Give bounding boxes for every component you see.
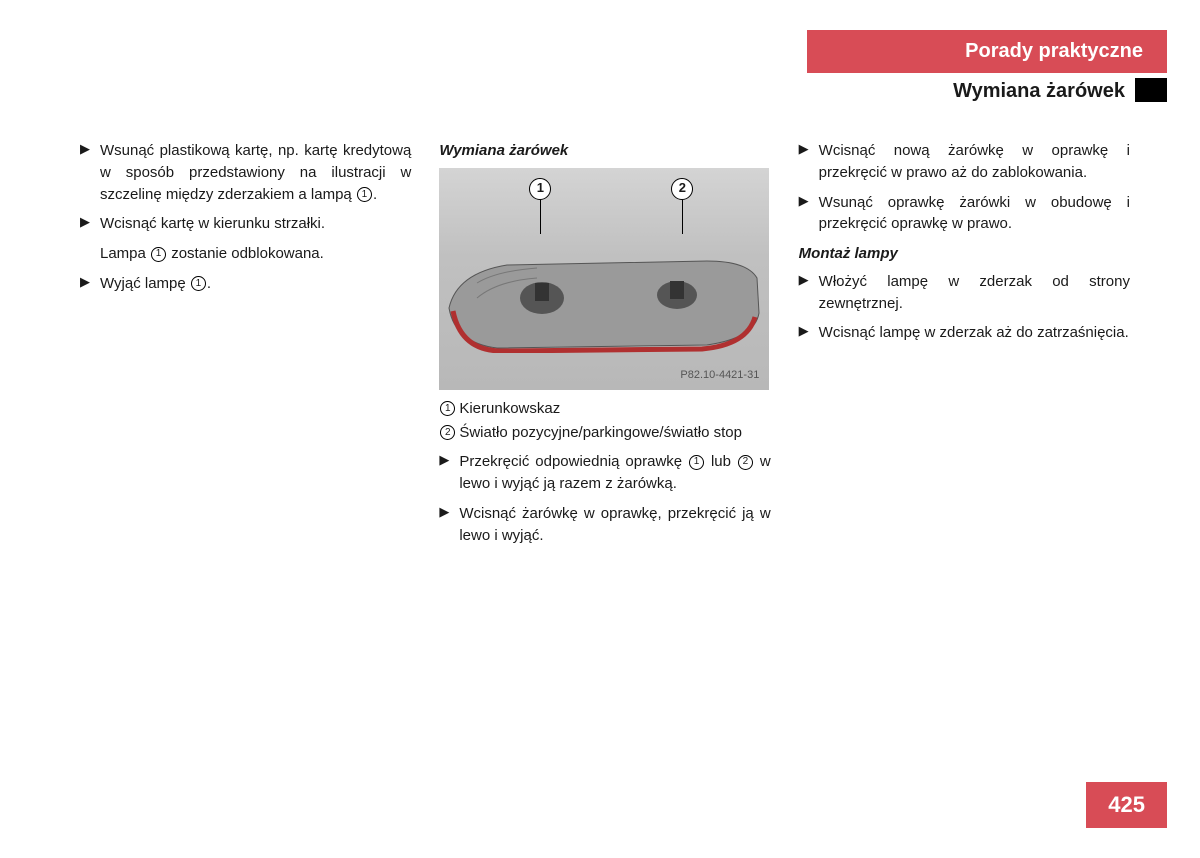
figure-callout: 2 — [671, 178, 693, 234]
instruction-text: Wcisnąć żarówkę w oprawkę, przekręcić ją… — [459, 503, 770, 547]
subsection-heading: Wymiana żarówek — [439, 140, 770, 162]
subsection-heading: Montaż lampy — [799, 243, 1130, 265]
legend-text: Światło pozycyjne/parkingowe/światło sto… — [459, 422, 742, 444]
instruction-text: Przekręcić odpowiednią oprawkę 1 lub 2 w… — [459, 451, 770, 495]
column-right: ▶ Wcisnąć nową żarówkę w oprawkę i przek… — [799, 140, 1130, 554]
bullet-arrow-icon: ▶ — [80, 273, 100, 295]
text-part: Wyjąć lampę — [100, 275, 190, 292]
instruction-step: ▶ Wcisnąć lampę w zderzak aż do zatrzaśn… — [799, 322, 1130, 344]
lamp-illustration — [447, 253, 761, 353]
technical-figure: 1 2 P82.10-4421-31 — [439, 168, 769, 390]
instruction-step: ▶ Przekręcić odpowiednią oprawkę 1 lub 2… — [439, 451, 770, 495]
instruction-step: ▶ Wsunąć oprawkę żarówki w obudowę i prz… — [799, 192, 1130, 236]
chapter-banner: Porady praktyczne — [807, 30, 1167, 73]
page-tab-marker — [1135, 78, 1167, 102]
column-middle: Wymiana żarówek 1 2 — [439, 140, 770, 554]
callout-ref-icon: 1 — [440, 401, 455, 416]
callout-ref-icon: 2 — [738, 455, 753, 470]
bullet-arrow-icon: ▶ — [799, 322, 819, 344]
instruction-step: ▶ Wyjąć lampę 1. — [80, 273, 411, 295]
figure-legend-item: 2 Światło pozycyjne/parkingowe/światło s… — [439, 422, 770, 444]
callout-number-icon: 2 — [671, 178, 693, 200]
legend-text: Kierunkowskaz — [459, 398, 560, 420]
instruction-step: ▶ Wcisnąć nową żarówkę w oprawkę i przek… — [799, 140, 1130, 184]
text-part: . — [373, 186, 377, 203]
callout-line — [540, 200, 542, 234]
column-left: ▶ Wsunąć plastikową kartę, np. kartę kre… — [80, 140, 411, 554]
bullet-arrow-icon: ▶ — [80, 140, 100, 205]
callout-ref-icon: 1 — [191, 276, 206, 291]
text-part: zostanie odblokowana. — [167, 245, 324, 262]
instruction-step: ▶ Włożyć lampę w zderzak od strony zewnę… — [799, 271, 1130, 315]
text-part: . — [207, 275, 211, 292]
bullet-arrow-icon: ▶ — [799, 140, 819, 184]
bullet-arrow-icon: ▶ — [799, 271, 819, 315]
instruction-result: Lampa 1 zostanie odblokowana. — [100, 243, 411, 265]
bullet-arrow-icon: ▶ — [80, 213, 100, 235]
bullet-arrow-icon: ▶ — [439, 451, 459, 495]
instruction-text: Wsunąć oprawkę żarówki w obudowę i przek… — [819, 192, 1130, 236]
callout-ref-icon: 1 — [151, 247, 166, 262]
section-title: Wymiana żarówek — [953, 80, 1125, 103]
instruction-text: Włożyć lampę w zderzak od strony zewnętr… — [819, 271, 1130, 315]
callout-line — [682, 200, 684, 234]
callout-ref-icon: 1 — [689, 455, 704, 470]
legend-number: 2 — [439, 422, 459, 444]
instruction-text: Wcisnąć nową żarówkę w oprawkę i przekrę… — [819, 140, 1130, 184]
text-part: Lampa — [100, 245, 150, 262]
callout-ref-icon: 1 — [357, 187, 372, 202]
text-part: lub — [705, 453, 737, 470]
legend-number: 1 — [439, 398, 459, 420]
content-grid: ▶ Wsunąć plastikową kartę, np. kartę kre… — [80, 140, 1130, 554]
instruction-step: ▶ Wsunąć plastikową kartę, np. kartę kre… — [80, 140, 411, 205]
bullet-arrow-icon: ▶ — [799, 192, 819, 236]
page-number: 425 — [1086, 782, 1167, 828]
bullet-arrow-icon: ▶ — [439, 503, 459, 547]
instruction-text: Wcisnąć kartę w kierunku strzałki. — [100, 213, 411, 235]
figure-id: P82.10-4421-31 — [680, 368, 759, 384]
instruction-text: Wcisnąć lampę w zderzak aż do zatrzaśnię… — [819, 322, 1130, 344]
instruction-step: ▶ Wcisnąć kartę w kierunku strzałki. — [80, 213, 411, 235]
figure-legend-item: 1 Kierunkowskaz — [439, 398, 770, 420]
instruction-text: Wyjąć lampę 1. — [100, 273, 411, 295]
figure-callout: 1 — [529, 178, 551, 234]
callout-number-icon: 1 — [529, 178, 551, 200]
instruction-text: Wsunąć plastikową kartę, np. kartę kredy… — [100, 140, 411, 205]
instruction-step: ▶ Wcisnąć żarówkę w oprawkę, przekręcić … — [439, 503, 770, 547]
callout-ref-icon: 2 — [440, 425, 455, 440]
text-part: Przekręcić odpowiednią oprawkę — [459, 453, 688, 470]
